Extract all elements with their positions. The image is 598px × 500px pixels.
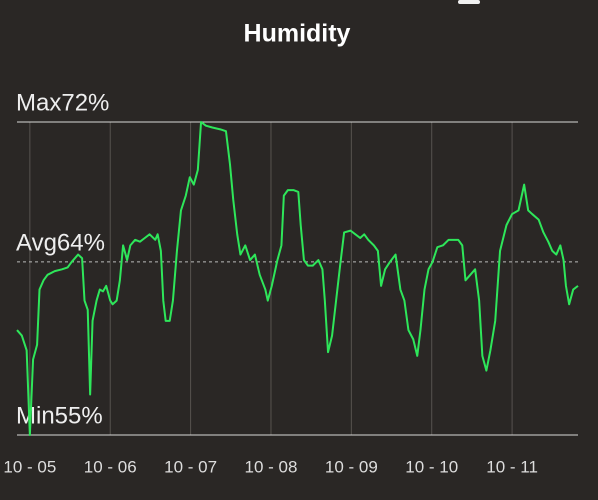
chart-title: Humidity	[244, 20, 351, 48]
reference-label: Max72%	[16, 89, 109, 116]
data-line	[16, 121, 579, 436]
x-tick-label: 10 - 10	[405, 457, 458, 476]
x-tick-label: 10 - 05	[3, 457, 56, 476]
x-tick-label: 10 - 11	[486, 457, 538, 476]
status-icon	[458, 0, 480, 4]
x-tick-label: 10 - 08	[245, 457, 298, 476]
reference-label: Avg64%	[16, 229, 105, 256]
x-tick-label: 10 - 09	[325, 457, 378, 476]
x-tick-label: 10 - 07	[164, 457, 217, 476]
x-tick-label: 10 - 06	[84, 457, 137, 476]
